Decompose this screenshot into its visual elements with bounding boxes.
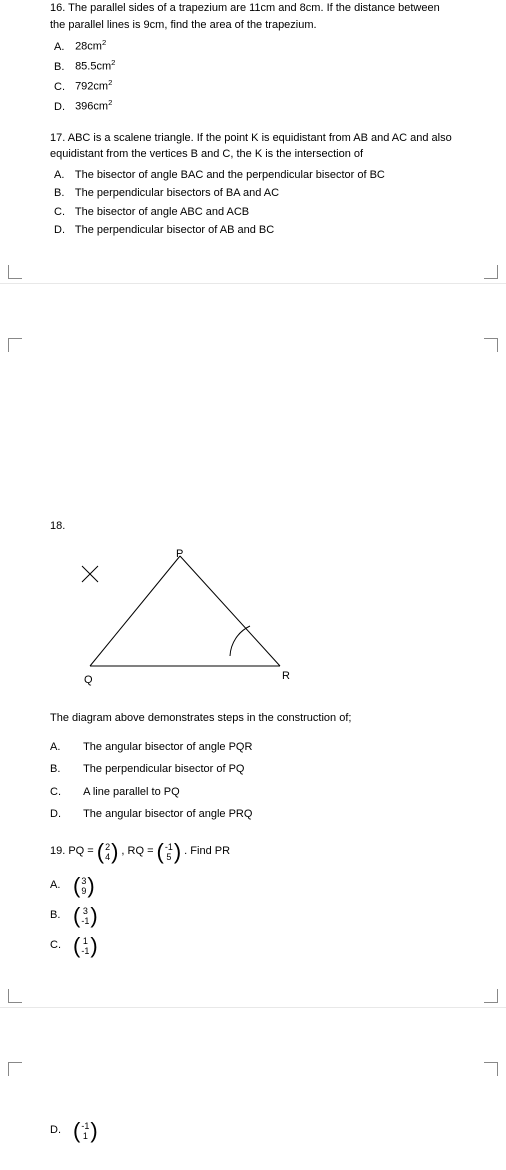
- q18-option-c: C. A line parallel to PQ: [50, 784, 456, 801]
- crop-marks: [0, 985, 506, 1003]
- q19-prefix: 19. PQ =: [50, 843, 94, 860]
- q18-option-a: A. The angular bisector of angle PQR: [50, 739, 456, 756]
- q16-option-c: C. 792cm2: [50, 77, 456, 95]
- option-letter: A.: [50, 739, 80, 756]
- corner-mark-icon: [484, 989, 498, 1003]
- matrix-val: -1: [81, 1121, 89, 1131]
- q18-option-d: D. The angular bisector of angle PRQ: [50, 806, 456, 823]
- matrix-rq: ( -15 ): [157, 841, 182, 863]
- crop-marks: [0, 261, 506, 279]
- option-letter: B.: [54, 185, 72, 202]
- matrix-option-value: ( -11 ): [73, 1120, 98, 1142]
- corner-mark-icon: [8, 338, 22, 352]
- q18-number: 18.: [50, 518, 456, 535]
- matrix-val: 3: [81, 906, 89, 916]
- option-value: The perpendicular bisector of PQ: [83, 761, 244, 778]
- matrix-val: -1: [81, 946, 89, 956]
- q19-option-b: B. ( 3-1 ): [50, 905, 456, 927]
- option-value: The perpendicular bisectors of BA and AC: [75, 187, 279, 199]
- matrix-val: 4: [105, 852, 110, 862]
- matrix-option-value: ( 1-1 ): [73, 935, 98, 957]
- matrix-val: 5: [165, 852, 173, 862]
- page-separator: [0, 283, 506, 284]
- q18-desc: The diagram above demonstrates steps in …: [50, 710, 456, 727]
- q19-mid: , RQ =: [121, 843, 153, 860]
- label-r: R: [282, 668, 290, 685]
- option-value: The bisector of angle BAC and the perpen…: [75, 169, 385, 181]
- matrix-option-value: ( 39 ): [73, 875, 95, 897]
- option-value: 85.5cm: [75, 61, 111, 73]
- corner-mark-icon: [8, 1062, 22, 1076]
- q16-text: 16. The parallel sides of a trapezium ar…: [50, 0, 456, 33]
- option-value: The bisector of angle ABC and ACB: [75, 206, 249, 218]
- option-value: The angular bisector of angle PQR: [83, 739, 252, 756]
- q17-text: 17. ABC is a scalene triangle. If the po…: [50, 130, 456, 163]
- corner-mark-icon: [8, 265, 22, 279]
- option-letter: B.: [50, 761, 80, 778]
- q19-option-a: A. ( 39 ): [50, 875, 456, 897]
- option-sup: 2: [108, 98, 112, 107]
- matrix-pq: ( 24 ): [97, 841, 119, 863]
- option-value: 28cm: [75, 41, 102, 53]
- q19-option-c: C. ( 1-1 ): [50, 935, 456, 957]
- crop-marks: [0, 1062, 506, 1080]
- option-letter: D.: [54, 99, 72, 116]
- q17-option-c: C. The bisector of angle ABC and ACB: [50, 204, 456, 221]
- corner-mark-icon: [484, 1062, 498, 1076]
- q16-option-d: D. 396cm2: [50, 97, 456, 115]
- corner-mark-icon: [8, 989, 22, 1003]
- corner-mark-icon: [484, 338, 498, 352]
- option-letter: C.: [54, 79, 72, 96]
- matrix-val: 2: [105, 842, 110, 852]
- matrix-val: 3: [81, 876, 86, 886]
- q17-option-d: D. The perpendicular bisector of AB and …: [50, 222, 456, 239]
- option-letter: B.: [54, 59, 72, 76]
- option-letter: C.: [50, 784, 80, 801]
- corner-mark-icon: [484, 265, 498, 279]
- matrix-val: 9: [81, 886, 86, 896]
- page-separator: [0, 1007, 506, 1008]
- label-p: P: [176, 546, 183, 563]
- matrix-val: -1: [165, 842, 173, 852]
- q17-option-b: B. The perpendicular bisectors of BA and…: [50, 185, 456, 202]
- option-letter: C.: [50, 937, 70, 954]
- option-letter: D.: [54, 222, 72, 239]
- option-sup: 2: [102, 38, 106, 47]
- option-sup: 2: [111, 58, 115, 67]
- option-value: 792cm: [75, 81, 108, 93]
- q19-suffix: . Find PR: [184, 843, 230, 860]
- q18-option-b: B. The perpendicular bisector of PQ: [50, 761, 456, 778]
- option-value: The angular bisector of angle PRQ: [83, 806, 252, 823]
- matrix-val: -1: [81, 916, 89, 926]
- q19-text: 19. PQ = ( 24 ) , RQ = ( -15 ) . Find PR: [50, 841, 456, 863]
- q16-option-a: A. 28cm2: [50, 37, 456, 55]
- q17-option-a: A. The bisector of angle BAC and the per…: [50, 167, 456, 184]
- option-letter: A.: [54, 167, 72, 184]
- option-letter: B.: [50, 907, 70, 924]
- option-value: 396cm: [75, 101, 108, 113]
- option-sup: 2: [108, 78, 112, 87]
- crop-marks: [0, 338, 506, 356]
- matrix-val: 1: [81, 1131, 89, 1141]
- matrix-option-value: ( 3-1 ): [73, 905, 98, 927]
- label-q: Q: [84, 672, 93, 689]
- option-letter: D.: [50, 1122, 70, 1139]
- matrix-val: 1: [81, 936, 89, 946]
- option-value: The perpendicular bisector of AB and BC: [75, 224, 274, 236]
- option-value: A line parallel to PQ: [83, 784, 180, 801]
- triangle-diagram: P Q R: [60, 546, 300, 686]
- triangle-svg: [60, 546, 300, 676]
- q16-option-b: B. 85.5cm2: [50, 57, 456, 75]
- option-letter: A.: [54, 39, 72, 56]
- option-letter: A.: [50, 877, 70, 894]
- option-letter: D.: [50, 806, 80, 823]
- option-letter: C.: [54, 204, 72, 221]
- q19-option-d: D. ( -11 ): [50, 1120, 456, 1142]
